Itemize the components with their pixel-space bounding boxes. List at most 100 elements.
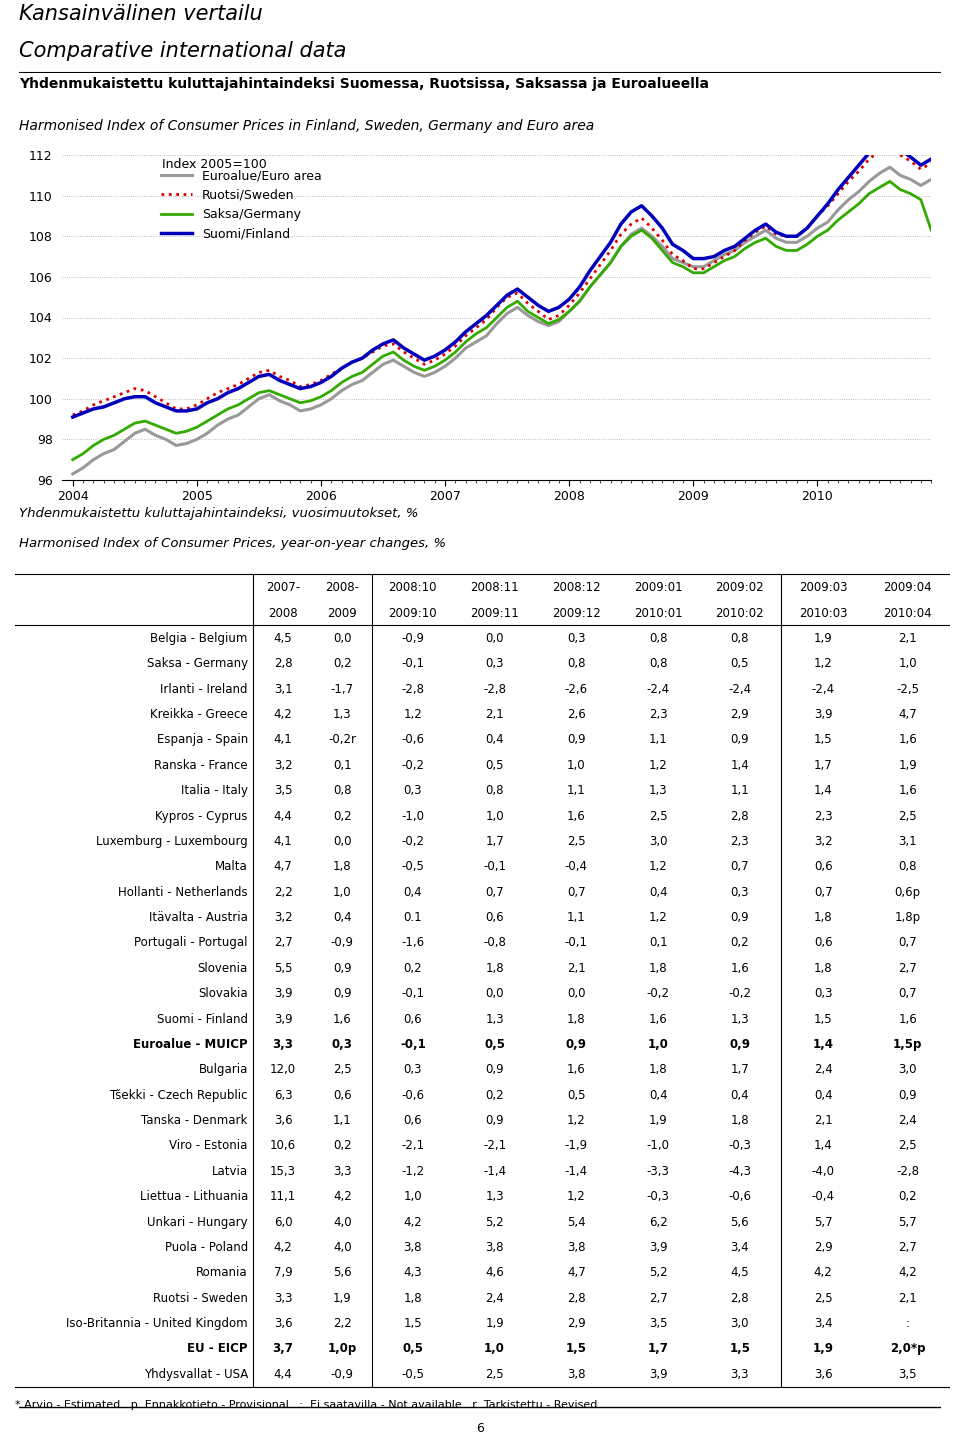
Text: 2010:03: 2010:03 xyxy=(799,606,848,619)
Text: 1,4: 1,4 xyxy=(814,1140,832,1153)
Text: 0,9: 0,9 xyxy=(731,912,749,925)
Text: 0,7: 0,7 xyxy=(485,885,504,899)
Text: -2,8: -2,8 xyxy=(483,683,506,696)
Saksa/Germany xyxy=(925,221,937,238)
Text: -0,1: -0,1 xyxy=(401,987,424,1000)
Text: 0,0: 0,0 xyxy=(486,987,504,1000)
Text: 1,8: 1,8 xyxy=(567,1012,586,1025)
Text: 1,0: 1,0 xyxy=(648,1038,668,1051)
Text: 0,9: 0,9 xyxy=(333,987,351,1000)
Text: Latvia: Latvia xyxy=(212,1165,248,1178)
Text: 3,6: 3,6 xyxy=(274,1317,293,1330)
Text: 1,8: 1,8 xyxy=(731,1114,749,1127)
Text: 1,5: 1,5 xyxy=(730,1342,751,1355)
Text: 2,5: 2,5 xyxy=(567,835,586,848)
Text: 5,5: 5,5 xyxy=(274,963,292,974)
Text: 0,3: 0,3 xyxy=(731,885,749,899)
Suomi/Finland xyxy=(719,241,731,259)
Text: 0,8: 0,8 xyxy=(486,784,504,797)
Text: 1,5: 1,5 xyxy=(814,733,832,746)
Text: -1,0: -1,0 xyxy=(401,810,424,823)
Text: 4,2: 4,2 xyxy=(274,1240,293,1253)
Text: 2008:12: 2008:12 xyxy=(552,582,601,595)
Text: -0,1: -0,1 xyxy=(564,936,588,949)
Text: 0,7: 0,7 xyxy=(567,885,586,899)
Text: 0,7: 0,7 xyxy=(814,885,832,899)
Euroalue/Euro area xyxy=(760,221,772,238)
Text: 2,3: 2,3 xyxy=(649,708,667,721)
Text: 0,2: 0,2 xyxy=(485,1089,504,1102)
Text: 0,4: 0,4 xyxy=(649,885,667,899)
Text: 0,1: 0,1 xyxy=(649,936,667,949)
Text: 3,1: 3,1 xyxy=(899,835,917,848)
Text: -0,2: -0,2 xyxy=(729,987,752,1000)
Text: 2,7: 2,7 xyxy=(899,1240,917,1253)
Text: 0,2: 0,2 xyxy=(333,1140,351,1153)
Text: 0,9: 0,9 xyxy=(731,733,749,746)
Text: Liettua - Lithuania: Liettua - Lithuania xyxy=(139,1191,248,1204)
Text: Itävalta - Austria: Itävalta - Austria xyxy=(149,912,248,925)
Ruotsi/Sweden xyxy=(449,337,461,355)
Text: 3,9: 3,9 xyxy=(649,1240,667,1253)
Text: 0.1: 0.1 xyxy=(403,912,422,925)
Text: 2009: 2009 xyxy=(327,606,357,619)
Text: Slovenia: Slovenia xyxy=(198,963,248,974)
Text: 1,8p: 1,8p xyxy=(895,912,921,925)
Text: Kansainvälinen vertailu: Kansainvälinen vertailu xyxy=(19,4,263,25)
Line: Saksa/Germany: Saksa/Germany xyxy=(73,182,931,459)
Text: Luxemburg - Luxembourg: Luxemburg - Luxembourg xyxy=(96,835,248,848)
Saksa/Germany xyxy=(884,173,896,190)
Text: 3,2: 3,2 xyxy=(814,835,832,848)
Euroalue/Euro area xyxy=(884,158,896,176)
Text: 4,2: 4,2 xyxy=(333,1191,351,1204)
Text: 3,9: 3,9 xyxy=(649,1368,667,1381)
Text: 2,9: 2,9 xyxy=(731,708,749,721)
Text: 2009:10: 2009:10 xyxy=(389,606,437,619)
Text: 4,5: 4,5 xyxy=(731,1266,749,1280)
Text: 1,0: 1,0 xyxy=(484,1342,505,1355)
Text: 2007-: 2007- xyxy=(266,582,300,595)
Text: 0,5: 0,5 xyxy=(567,1089,586,1102)
Text: -0,8: -0,8 xyxy=(483,936,506,949)
Text: 3,2: 3,2 xyxy=(274,912,293,925)
Text: 0,9: 0,9 xyxy=(333,963,351,974)
Text: 0,3: 0,3 xyxy=(567,632,586,646)
Text: 5,6: 5,6 xyxy=(731,1216,749,1229)
Text: 2008:11: 2008:11 xyxy=(470,582,518,595)
Line: Ruotsi/Sweden: Ruotsi/Sweden xyxy=(73,145,931,414)
Text: Comparative international data: Comparative international data xyxy=(19,41,347,61)
Text: 3,9: 3,9 xyxy=(274,987,293,1000)
Saksa/Germany xyxy=(67,451,79,468)
Text: 2,1: 2,1 xyxy=(899,632,917,646)
Text: Suomi - Finland: Suomi - Finland xyxy=(156,1012,248,1025)
Text: 3,0: 3,0 xyxy=(649,835,667,848)
Text: 5,7: 5,7 xyxy=(814,1216,832,1229)
Text: Kreikka - Greece: Kreikka - Greece xyxy=(150,708,248,721)
Text: 0,4: 0,4 xyxy=(485,733,504,746)
Text: -0,4: -0,4 xyxy=(811,1191,834,1204)
Text: 0,4: 0,4 xyxy=(814,1089,832,1102)
Text: 2,1: 2,1 xyxy=(814,1114,832,1127)
Text: 1,5: 1,5 xyxy=(814,1012,832,1025)
Text: EU - EICP: EU - EICP xyxy=(187,1342,248,1355)
Text: 3,3: 3,3 xyxy=(274,1291,292,1304)
Text: 0,3: 0,3 xyxy=(814,987,832,1000)
Text: Belgia - Belgium: Belgia - Belgium xyxy=(151,632,248,646)
Text: 1,0: 1,0 xyxy=(333,885,351,899)
Text: 3,5: 3,5 xyxy=(274,784,292,797)
Text: 1,6: 1,6 xyxy=(731,963,749,974)
Text: 0,2: 0,2 xyxy=(899,1191,917,1204)
Text: -0,6: -0,6 xyxy=(729,1191,752,1204)
Text: 1,4: 1,4 xyxy=(812,1038,833,1051)
Text: 0,5: 0,5 xyxy=(731,657,749,670)
Text: 1,8: 1,8 xyxy=(814,912,832,925)
Text: 2,5: 2,5 xyxy=(814,1291,832,1304)
Text: -0,2: -0,2 xyxy=(647,987,670,1000)
Text: 0,0: 0,0 xyxy=(333,835,351,848)
Text: 6,0: 6,0 xyxy=(274,1216,293,1229)
Text: 3,4: 3,4 xyxy=(731,1240,749,1253)
Text: 2,7: 2,7 xyxy=(899,963,917,974)
Text: Harmonised Index of Consumer Prices, year-on-year changes, %: Harmonised Index of Consumer Prices, yea… xyxy=(19,537,446,550)
Text: -0,9: -0,9 xyxy=(331,936,353,949)
Text: -0,1: -0,1 xyxy=(400,1038,425,1051)
